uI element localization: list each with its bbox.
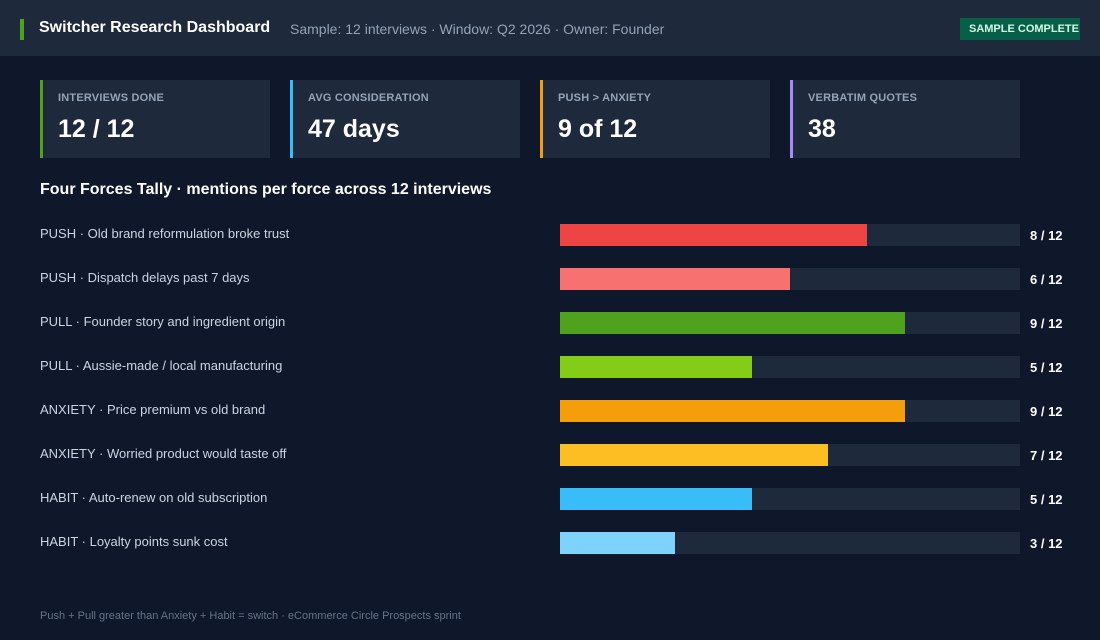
kpi-label: VERBATIM QUOTES [808,92,918,104]
bar-value-label: 9 / 12 [1030,404,1063,419]
bar [560,400,905,422]
bar-value-label: 6 / 12 [1030,272,1063,287]
header-accent [20,19,24,40]
kpi-accent [40,80,43,158]
kpi-accent [540,80,543,158]
chart-category-label: HABIT · Loyalty points sunk cost [40,534,228,549]
chart-category-label: PULL · Aussie-made / local manufacturing [40,358,283,373]
header-meta: Sample: 12 interviews · Window: Q2 2026 … [290,21,665,37]
chart-row: PULL · Founder story and ingredient orig… [0,312,1100,334]
page-title: Switcher Research Dashboard [39,19,271,36]
kpi-card-interviews: INTERVIEWS DONE 12 / 12 [40,80,270,158]
chart-row: PUSH · Old brand reformulation broke tru… [0,224,1100,246]
chart-row: ANXIETY · Worried product would taste of… [0,444,1100,466]
kpi-card-consideration: AVG CONSIDERATION 47 days [290,80,520,158]
chart-row: PULL · Aussie-made / local manufacturing… [0,356,1100,378]
kpi-label: INTERVIEWS DONE [58,92,165,104]
bar-value-label: 5 / 12 [1030,360,1063,375]
kpi-value: 9 of 12 [558,115,638,143]
bar-value-label: 3 / 12 [1030,536,1063,551]
chart-category-label: HABIT · Auto-renew on old subscription [40,490,268,505]
chart-category-label: PUSH · Old brand reformulation broke tru… [40,226,290,241]
chart-row: PUSH · Dispatch delays past 7 days 6 / 12 [0,268,1100,290]
chart-category-label: ANXIETY · Price premium vs old brand [40,402,266,417]
chart-category-label: PUSH · Dispatch delays past 7 days [40,270,250,285]
chart-row: HABIT · Loyalty points sunk cost 3 / 12 [0,532,1100,554]
kpi-label: AVG CONSIDERATION [308,92,429,104]
bar-track [560,356,1020,378]
bar-value-label: 8 / 12 [1030,228,1063,243]
status-badge: SAMPLE COMPLETE [960,18,1080,40]
chart-category-label: PULL · Founder story and ingredient orig… [40,314,286,329]
bar-value-label: 9 / 12 [1030,316,1063,331]
bar-track [560,444,1020,466]
chart-title: Four Forces Tally · mentions per force a… [40,181,492,198]
bar [560,488,752,510]
bar [560,532,675,554]
kpi-accent [290,80,293,158]
kpi-value: 12 / 12 [58,115,135,143]
bar-track [560,400,1020,422]
kpi-value: 38 [808,115,836,143]
bar [560,312,905,334]
kpi-value: 47 days [308,115,400,143]
bar-track [560,488,1020,510]
bar-value-label: 5 / 12 [1030,492,1063,507]
kpi-accent [790,80,793,158]
bar-track [560,532,1020,554]
footer-note: Push + Pull greater than Anxiety + Habit… [40,610,461,622]
kpi-card-quotes: VERBATIM QUOTES 38 [790,80,1020,158]
chart-row: HABIT · Auto-renew on old subscription 5 … [0,488,1100,510]
bar [560,224,867,246]
bar [560,356,752,378]
kpi-card-push-anxiety: PUSH > ANXIETY 9 of 12 [540,80,770,158]
bar-value-label: 7 / 12 [1030,448,1063,463]
chart-category-label: ANXIETY · Worried product would taste of… [40,446,287,461]
bar-track [560,312,1020,334]
header-bar: Switcher Research Dashboard Sample: 12 i… [0,0,1100,56]
bar [560,268,790,290]
bar-track [560,268,1020,290]
chart-row: ANXIETY · Price premium vs old brand 9 / … [0,400,1100,422]
bar [560,444,828,466]
bar-track [560,224,1020,246]
kpi-label: PUSH > ANXIETY [558,92,652,104]
